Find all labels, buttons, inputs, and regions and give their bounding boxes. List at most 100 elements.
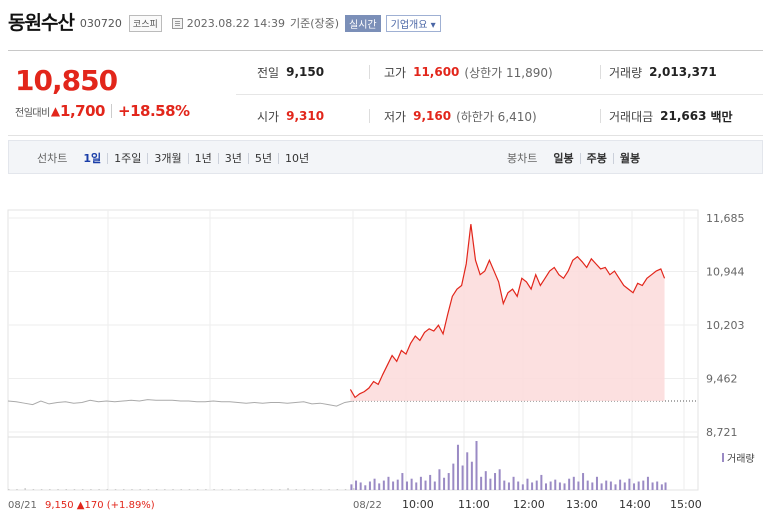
divider: [612, 152, 614, 164]
volume-legend: 거래량: [727, 453, 755, 465]
tab-3y[interactable]: 3년: [224, 152, 242, 165]
volume-bar: [586, 480, 589, 490]
open-label: 시가: [257, 109, 280, 124]
volume-bar: [637, 481, 640, 490]
volume-bar: [396, 479, 399, 490]
volume-bar: [336, 489, 339, 490]
tab-5y[interactable]: 5년: [254, 152, 273, 165]
volume-bar: [172, 489, 174, 490]
volume-bar: [526, 478, 529, 490]
open-value: 9,310: [286, 109, 325, 123]
realtime-button[interactable]: 실시간: [345, 14, 381, 32]
price-change: 전일대비 ▲ 1,700 +18.58%: [15, 102, 190, 120]
open-price: 시가 9,310: [257, 95, 324, 137]
volume-bar: [123, 489, 125, 490]
lower-limit: (하한가 6,410): [456, 109, 537, 124]
y-tick-label: 10,944: [706, 266, 745, 279]
volume-bar: [147, 489, 150, 490]
volume-bar: [106, 489, 109, 490]
volume-bar: [591, 482, 594, 490]
tab-daily[interactable]: 일봉: [553, 152, 574, 165]
upper-limit: (상한가 11,890): [464, 65, 553, 80]
tab-1w[interactable]: 1주일: [114, 152, 142, 165]
volume-bar: [392, 481, 395, 490]
x-tick-label: 11:00: [458, 498, 490, 511]
x-tick-label: 10:00: [402, 498, 434, 511]
volume-bar: [213, 489, 215, 490]
volume-bar: [466, 452, 469, 490]
volume: 거래량 2,013,371: [609, 51, 717, 93]
candle-chart-label: 봉차트: [507, 152, 538, 165]
prev-close-label: 전일: [257, 65, 280, 80]
volume-bar: [401, 473, 404, 490]
current-price: 10,850: [15, 64, 118, 97]
low-value: 9,160: [413, 109, 452, 123]
high-label: 고가: [384, 65, 407, 80]
volume-bar: [353, 488, 355, 490]
volume-bar: [295, 489, 297, 490]
volume-bar: [452, 463, 455, 490]
volume-bar: [229, 489, 232, 490]
tab-weekly[interactable]: 주봉: [586, 152, 607, 165]
tab-3m[interactable]: 3개월: [154, 152, 182, 165]
x-tick-label: 12:00: [513, 498, 545, 511]
tab-10y[interactable]: 10년: [285, 152, 310, 165]
change-percent: +18.58%: [118, 102, 190, 120]
change-amount: 1,700: [60, 102, 105, 120]
high-price: 고가 11,600 (상한가 11,890): [384, 51, 553, 93]
trade-value-amount: 21,663: [660, 109, 707, 123]
volume-bar: [196, 489, 199, 490]
volume-bar: [419, 476, 422, 490]
timestamp-basis: 기준(장중): [289, 17, 340, 30]
volume-bar: [246, 489, 248, 490]
market-badge: 코스피: [128, 14, 162, 32]
divider: [147, 152, 149, 164]
volume-bar: [494, 473, 497, 490]
up-arrow-icon: ▲: [50, 104, 61, 118]
tab-1d[interactable]: 1일: [83, 152, 102, 165]
stock-header: 동원수산 030720 코스피 2023.08.22 14:39 기준(장중) …: [8, 8, 441, 34]
x-tick-label: 08/22: [353, 500, 382, 511]
low-label: 저가: [384, 109, 407, 124]
volume-bar: [512, 476, 515, 490]
volume-bar: [410, 478, 413, 490]
prev-close: 전일 9,150: [257, 51, 324, 93]
price-chart[interactable]: 11,685 10,944 10,203 9,462 8,721 거래량 08/21 08/2…: [0, 196, 773, 519]
volume-bar: [545, 483, 547, 490]
volume-bar: [619, 479, 622, 490]
divider: [369, 109, 370, 123]
volume-bar: [406, 481, 408, 490]
volume-bar: [344, 489, 347, 490]
today-line: [349, 224, 666, 399]
volume-bar: [600, 483, 603, 490]
volume-bar: [188, 489, 191, 490]
volume-bar: [57, 489, 59, 490]
volume-bar: [498, 469, 501, 490]
volume-bar: [180, 489, 182, 490]
volume-bar: [382, 480, 385, 490]
company-info-dropdown[interactable]: 기업개요 ▾: [385, 14, 441, 32]
volume-bar: [438, 469, 441, 490]
divider: [600, 65, 601, 79]
volume-bar: [656, 481, 659, 490]
line-chart-label: 선차트: [37, 152, 68, 165]
volume-bar: [475, 441, 478, 490]
volume-bar: [531, 482, 534, 490]
volume-bar: [660, 484, 663, 490]
volume-bar: [378, 483, 381, 490]
volume-bar: [595, 476, 598, 490]
price-summary: 10,850 전일대비 ▲ 1,700 +18.58% 전일 9,150 고가 …: [8, 50, 763, 136]
volume-bar: [350, 484, 353, 490]
volume-bar: [24, 488, 26, 490]
divider: [600, 109, 601, 123]
tab-1y[interactable]: 1년: [194, 152, 212, 165]
volume-bar: [98, 489, 100, 490]
volume-bar: [90, 489, 92, 490]
volume-bar: [8, 489, 10, 490]
volume-bar: [582, 473, 585, 490]
y-tick-label: 9,462: [706, 373, 738, 386]
tab-monthly[interactable]: 월봉: [619, 152, 641, 165]
volume-bar: [311, 489, 314, 490]
volume-bar: [387, 476, 390, 490]
volume-bar: [303, 489, 306, 490]
